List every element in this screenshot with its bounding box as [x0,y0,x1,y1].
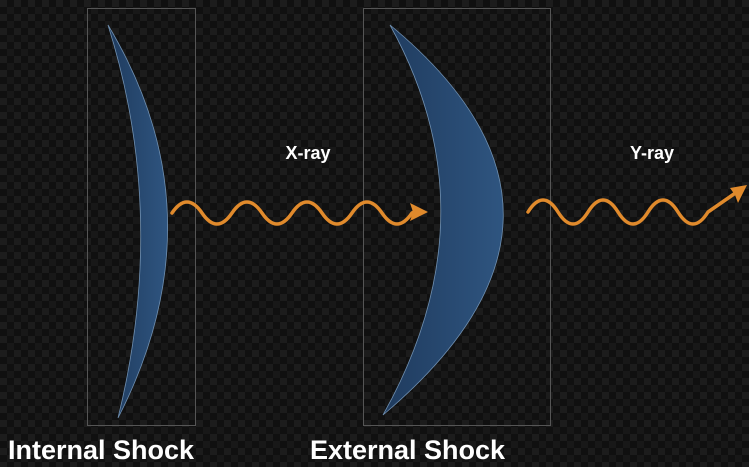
frame [363,8,551,426]
frame [87,8,196,426]
arrow-label: Y-ray [630,143,674,163]
arrowhead [730,185,747,203]
internal-shock-lens [107,24,169,419]
wave-arrow [170,200,416,226]
arrow-label: X-ray [285,143,330,163]
external-shock-lens [382,24,504,416]
wave-arrow [526,192,736,226]
node-label: Internal Shock [8,435,195,465]
arrowhead [410,203,428,221]
node-label: External Shock [310,435,506,465]
